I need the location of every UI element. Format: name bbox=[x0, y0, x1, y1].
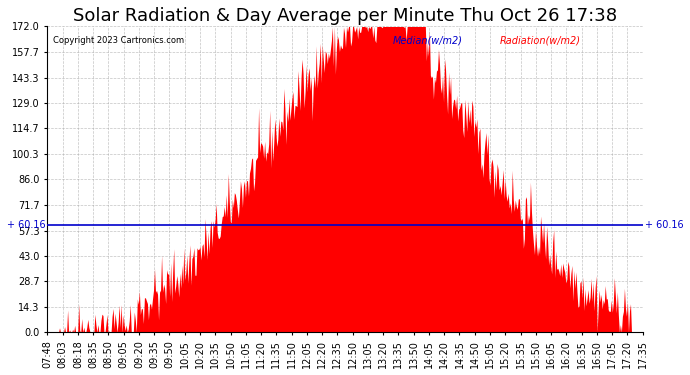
Text: Median(w/m2): Median(w/m2) bbox=[393, 36, 462, 46]
Text: + 60.16: + 60.16 bbox=[644, 220, 683, 230]
Text: + 60.16: + 60.16 bbox=[7, 220, 46, 230]
Title: Solar Radiation & Day Average per Minute Thu Oct 26 17:38: Solar Radiation & Day Average per Minute… bbox=[73, 7, 617, 25]
Text: Copyright 2023 Cartronics.com: Copyright 2023 Cartronics.com bbox=[53, 36, 184, 45]
Text: Radiation(w/m2): Radiation(w/m2) bbox=[500, 36, 581, 46]
